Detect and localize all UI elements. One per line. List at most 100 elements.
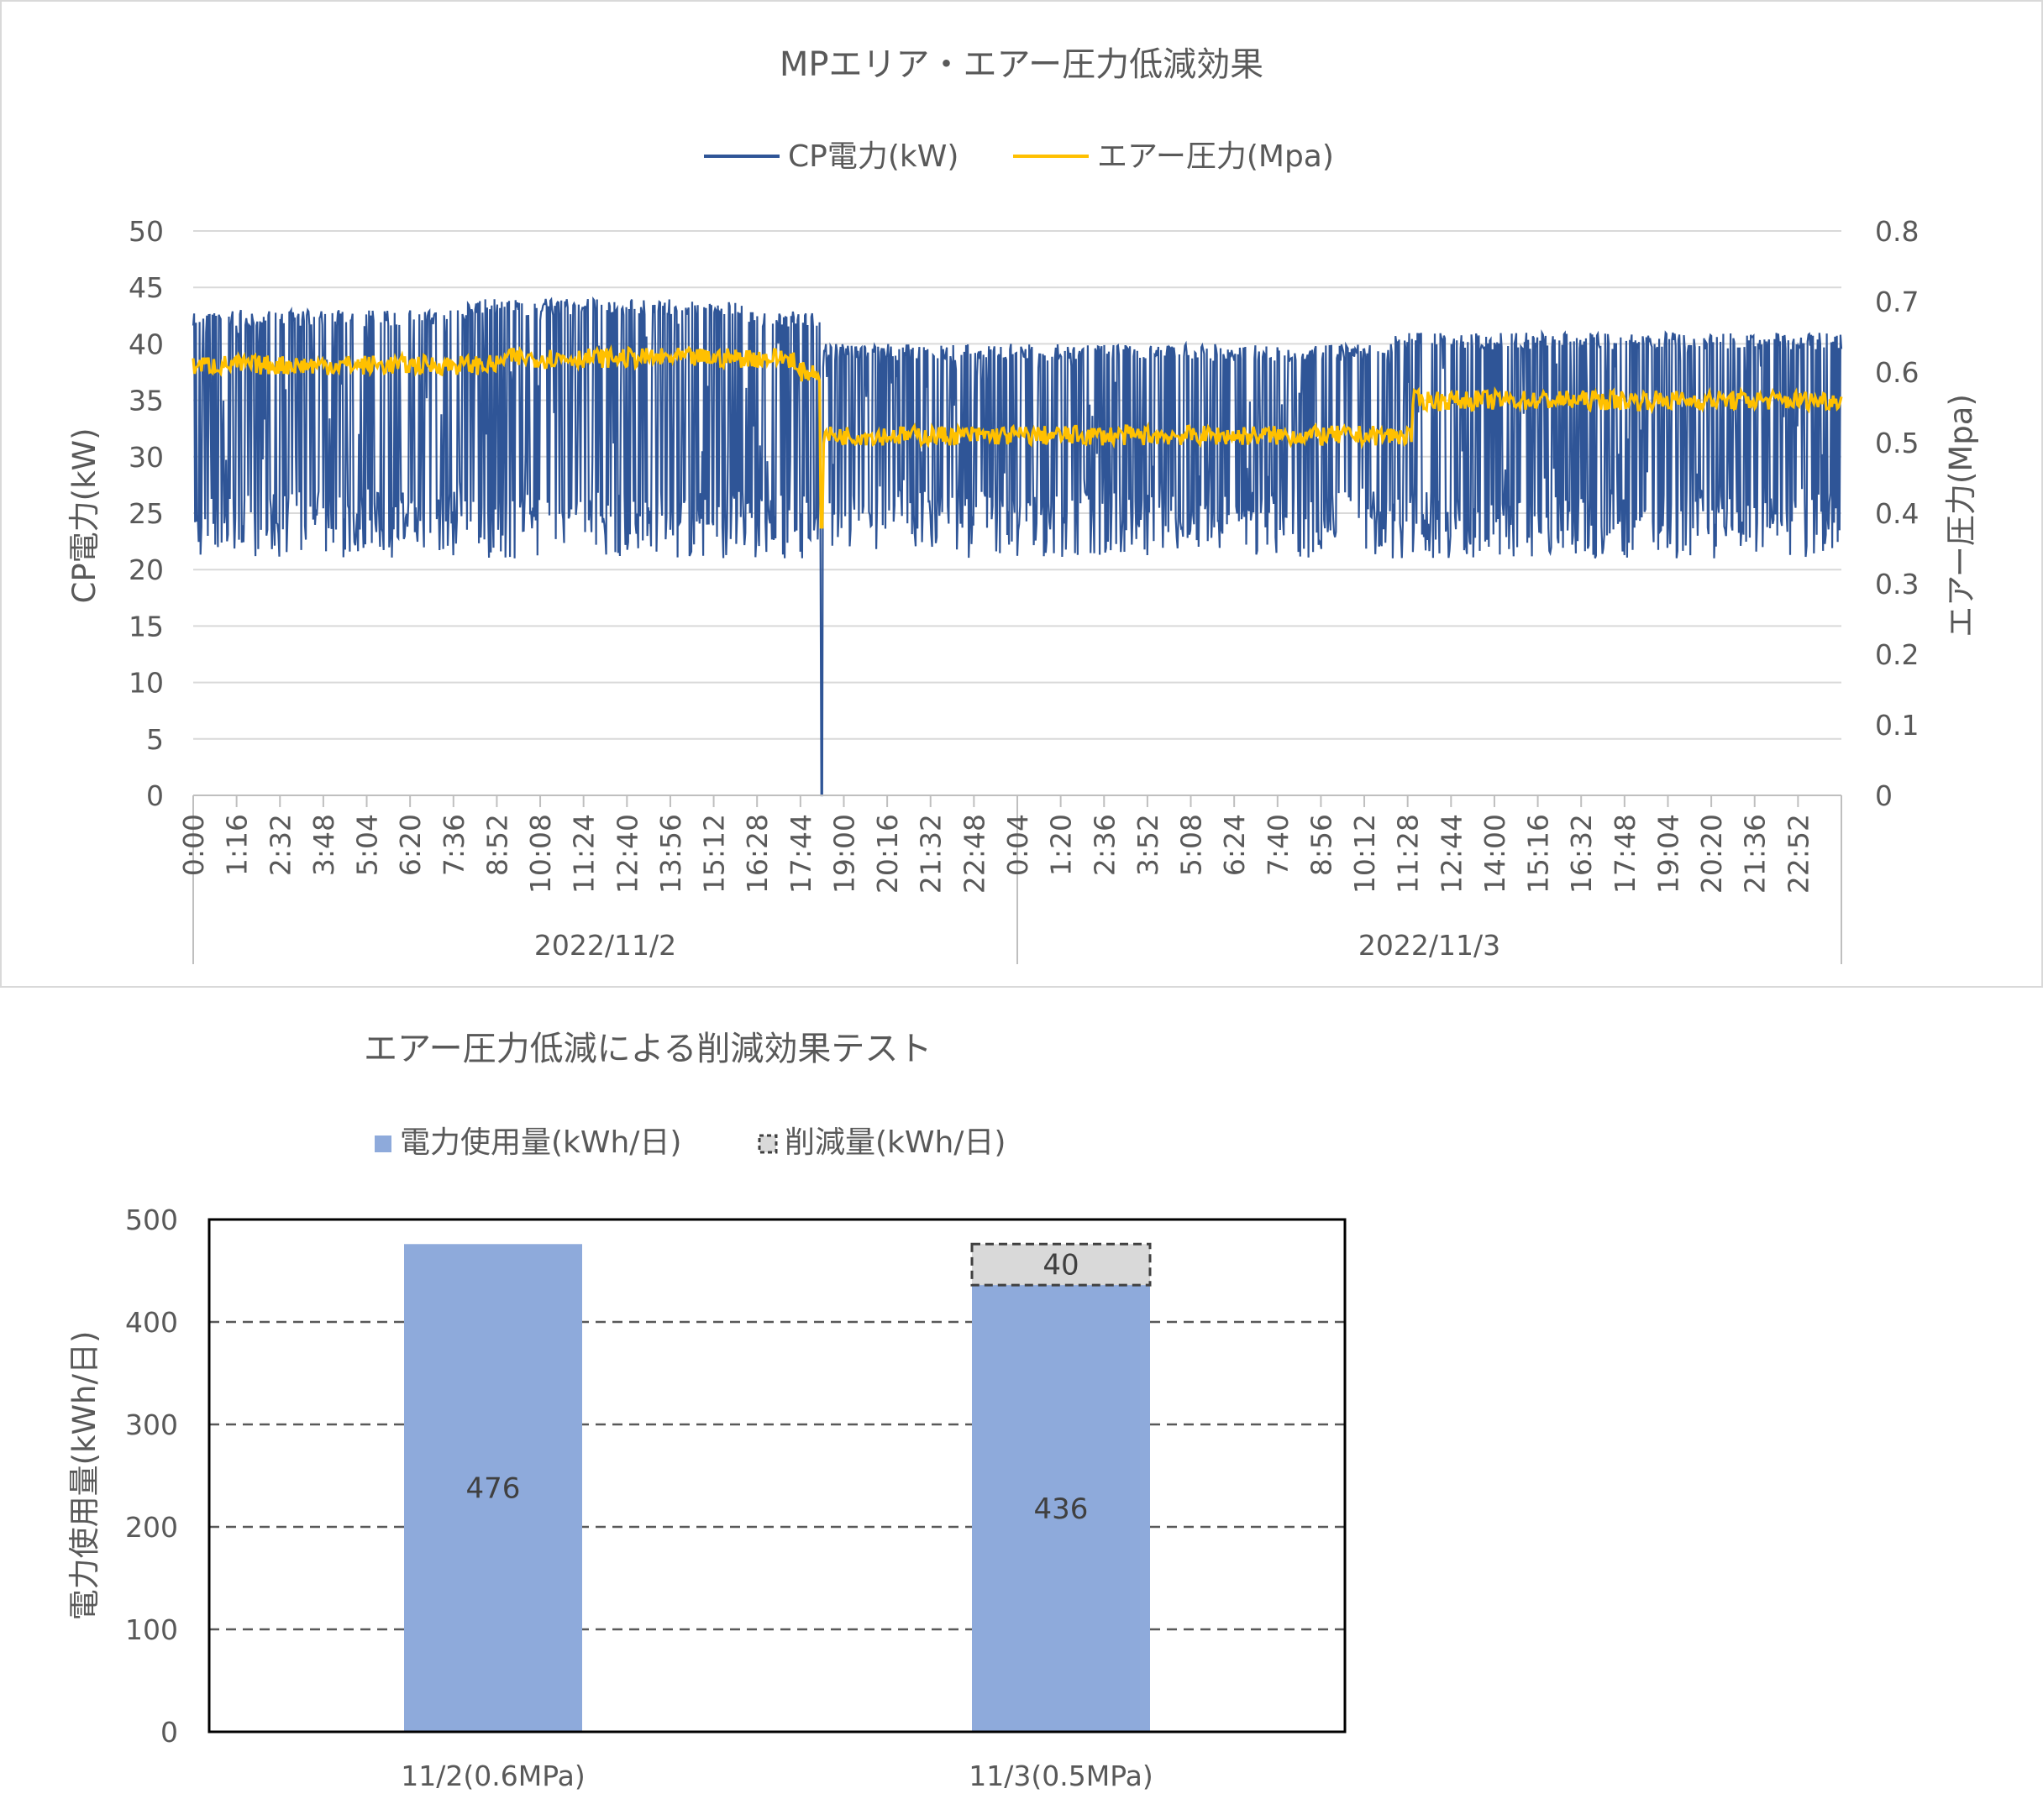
x-tick-label: 1:16 xyxy=(221,814,254,876)
y2-tick-label: 0.5 xyxy=(1875,427,1919,459)
chart-2-x-ticks: 11/2(0.6MPa) 11/3(0.5MPa) xyxy=(401,1760,1153,1792)
x-tick-label: 19:00 xyxy=(827,814,860,894)
x-tick-label: 17:48 xyxy=(1609,814,1641,894)
chart-1-title: MPエリア・エアー圧力低減効果 xyxy=(780,45,1263,84)
x-tick-label: 6:24 xyxy=(1218,814,1251,876)
x-tick-label: 17:44 xyxy=(785,814,817,894)
y-tick-label: 25 xyxy=(129,497,164,530)
y-tick-label: 5 xyxy=(146,723,164,756)
y-tick-label: 30 xyxy=(129,441,164,474)
chart-1-y-ticks: 0 5 10 15 20 25 30 35 40 45 50 xyxy=(129,215,164,812)
x-tick-label: 19:04 xyxy=(1652,814,1684,894)
x-tick-label: 22:48 xyxy=(958,814,990,894)
x-tick-label: 15:12 xyxy=(698,814,731,894)
y-tick-label: 0 xyxy=(160,1716,178,1749)
chart-1-y2-ticks: 0 0.1 0.2 0.3 0.4 0.5 0.6 0.7 0.8 xyxy=(1875,215,1919,812)
y-tick-label: 20 xyxy=(129,553,164,586)
y2-tick-label: 0.6 xyxy=(1875,356,1919,389)
x-tick-label: 16:32 xyxy=(1565,814,1598,894)
y2-tick-label: 0.3 xyxy=(1875,568,1919,601)
y2-tick-label: 0.8 xyxy=(1875,215,1919,248)
chart-2-bars: 476 436 40 xyxy=(404,1242,1152,1732)
chart-1-y-axis-label: CP電力(kW) xyxy=(66,427,102,603)
x-tick-label: 12:44 xyxy=(1435,814,1468,894)
legend-reduction-label: 削減量(kWh/日) xyxy=(785,1125,1006,1160)
x-tick-label: 3:52 xyxy=(1132,814,1164,876)
chart-1-legend: CP電力(kW) エアー圧力(Mpa) xyxy=(704,139,1334,174)
x-tick-label: 13:56 xyxy=(654,814,687,894)
y-tick-label: 50 xyxy=(129,215,164,248)
x-tick-label: 21:32 xyxy=(915,814,948,894)
chart-2-y-ticks: 0 100 200 300 400 500 xyxy=(125,1204,178,1749)
x-tick-label: 10:12 xyxy=(1348,814,1381,894)
bar-usage xyxy=(972,1285,1150,1732)
y-tick-label: 400 xyxy=(125,1306,178,1339)
x-tick-label: 8:56 xyxy=(1305,814,1337,876)
x-tick-label: 20:20 xyxy=(1695,814,1728,894)
series-air-pressure xyxy=(192,344,1843,529)
legend-usage-swatch xyxy=(375,1136,391,1152)
x-tick-label: 2:36 xyxy=(1088,814,1121,876)
legend-reduction-swatch xyxy=(758,1134,778,1154)
x-tick-label: 12:40 xyxy=(611,814,643,894)
y-tick-label: 0 xyxy=(146,779,164,812)
x-tick-label: 7:40 xyxy=(1262,814,1295,876)
bar-data-label: 476 xyxy=(466,1472,521,1506)
chart-2-gridlines xyxy=(209,1320,1345,1631)
x-tick-label: 8:52 xyxy=(481,814,513,876)
x-category-label: 11/2(0.6MPa) xyxy=(401,1760,585,1792)
x-tick-label: 6:20 xyxy=(394,814,427,876)
legend-usage-label: 電力使用量(kWh/日) xyxy=(400,1125,681,1160)
y-tick-label: 15 xyxy=(129,610,164,643)
chart-1-y2-axis-label: エアー圧力(Mpa) xyxy=(1943,394,1979,637)
y2-tick-label: 0.7 xyxy=(1875,286,1919,318)
y2-tick-label: 0 xyxy=(1875,779,1893,812)
y-tick-label: 100 xyxy=(125,1613,178,1646)
y-tick-label: 500 xyxy=(125,1204,178,1236)
chart-2-y-axis-label: 電力使用量(kWh/日) xyxy=(66,1331,102,1621)
y-tick-label: 45 xyxy=(129,271,164,304)
x-tick-label: 22:52 xyxy=(1782,814,1815,894)
chart-2-plot-border xyxy=(207,1218,1347,1733)
x-tick-label: 11:28 xyxy=(1392,814,1425,894)
x-tick-label: 21:36 xyxy=(1739,814,1772,894)
x-tick-label: 0:00 xyxy=(177,814,210,876)
x-tick-label: 1:20 xyxy=(1045,814,1078,876)
x-tick-label: 16:28 xyxy=(741,814,774,894)
bar-data-label: 436 xyxy=(1034,1492,1089,1526)
x-tick-label: 0:04 xyxy=(1001,814,1034,876)
x-tick-label: 3:48 xyxy=(307,814,340,876)
chart-2-legend: 電力使用量(kWh/日) 削減量(kWh/日) xyxy=(375,1125,1006,1160)
x-tick-label: 5:08 xyxy=(1175,814,1208,876)
bar-data-label: 40 xyxy=(1043,1249,1079,1282)
x-tick-label: 2:32 xyxy=(264,814,297,876)
chart-1-date-groups: 2022/11/2 2022/11/3 xyxy=(534,929,1500,962)
x-category-label: 11/3(0.5MPa) xyxy=(969,1760,1153,1792)
chart-2-title: エアー圧力低減による削減効果テスト xyxy=(364,1030,932,1068)
x-tick-label: 11:24 xyxy=(568,814,601,894)
x-tick-label: 5:04 xyxy=(351,814,384,876)
y-tick-label: 300 xyxy=(125,1408,178,1441)
series-cp-power xyxy=(192,296,1843,797)
bar-usage xyxy=(404,1244,582,1732)
legend-power-label: CP電力(kW) xyxy=(788,139,958,174)
y2-tick-label: 0.2 xyxy=(1875,638,1919,671)
y-tick-label: 10 xyxy=(129,667,164,700)
date-group-label: 2022/11/3 xyxy=(1358,929,1500,962)
y2-tick-label: 0.1 xyxy=(1875,709,1919,742)
legend-pressure-label: エアー圧力(Mpa) xyxy=(1097,139,1334,174)
date-group-label: 2022/11/2 xyxy=(534,929,676,962)
x-tick-label: 20:16 xyxy=(871,814,904,894)
x-tick-label: 15:16 xyxy=(1522,814,1555,894)
x-tick-label: 7:36 xyxy=(438,814,470,876)
pressure-line xyxy=(192,344,1843,529)
x-tick-label: 10:08 xyxy=(524,814,557,894)
bar-reduction xyxy=(970,1242,1152,1287)
chart-1-x-ticks: 0:00 1:16 2:32 3:48 5:04 6:20 7:36 8:52 10:08 11:… xyxy=(177,795,1815,894)
x-tick-label: 14:00 xyxy=(1478,814,1511,894)
y2-tick-label: 0.4 xyxy=(1875,497,1919,530)
y-tick-label: 200 xyxy=(125,1511,178,1544)
y-tick-label: 35 xyxy=(129,385,164,417)
y-tick-label: 40 xyxy=(129,328,164,360)
